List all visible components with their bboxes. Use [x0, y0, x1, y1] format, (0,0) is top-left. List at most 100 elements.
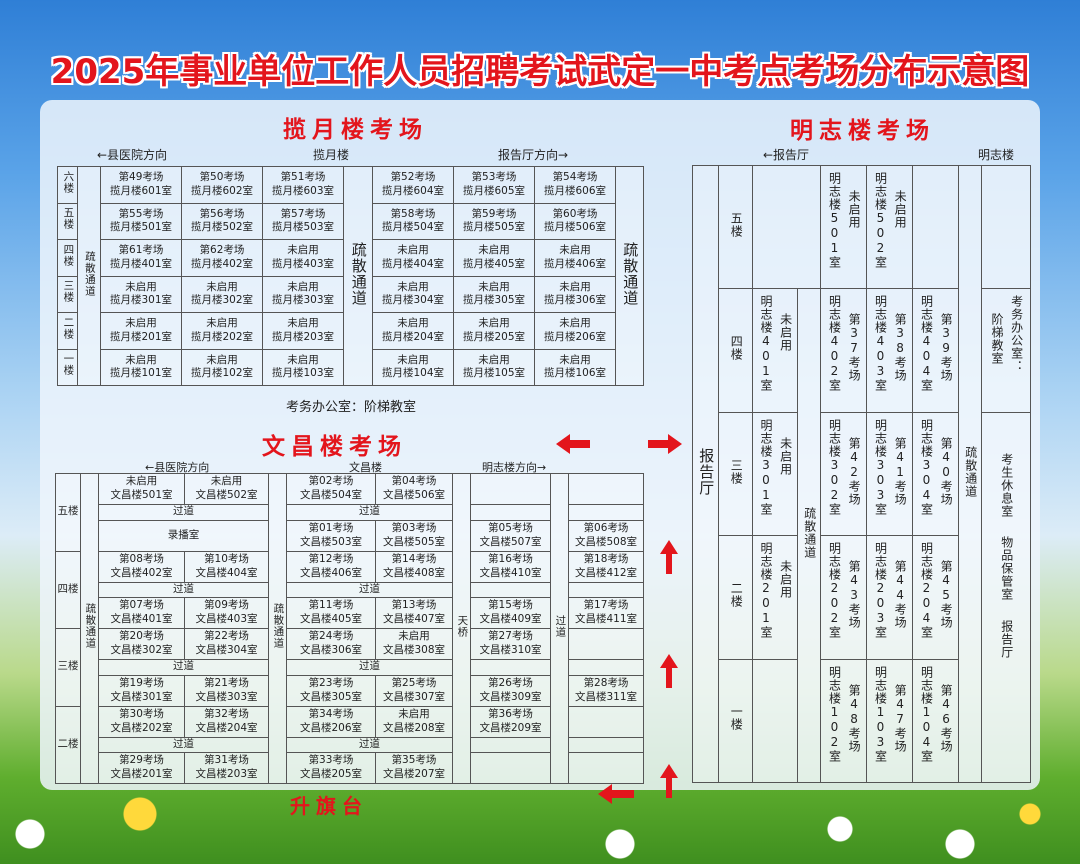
- room-number: 文昌楼411室: [574, 613, 638, 625]
- room-number: 揽月楼305室: [462, 294, 526, 307]
- room-title: 第09考场: [204, 599, 249, 612]
- room-number: 揽月楼406室: [543, 257, 607, 270]
- floor-label-text: 二楼: [62, 316, 75, 340]
- room-number: 文昌楼507室: [479, 535, 542, 548]
- room-number: 文昌楼406室: [299, 566, 363, 579]
- room-title: 第62考场: [199, 244, 245, 257]
- passage-text: 过道: [173, 737, 194, 750]
- room-row: 第29考场 文昌楼201室 第31考场 文昌楼203室 第33考场 文昌楼205室 第35考…: [56, 752, 644, 784]
- room-number: 揽月楼205室: [462, 330, 526, 343]
- exam-room-cell: [470, 752, 551, 784]
- exam-room-cell: 未启用 揽月楼204室: [372, 312, 454, 350]
- room-title: 第31考场: [204, 754, 249, 767]
- exam-room-cell: 未启用 文昌楼501室: [98, 473, 185, 505]
- room-number: 揽月楼303室: [271, 294, 335, 307]
- room-status: 第45考场: [939, 560, 954, 630]
- room-number: 揽月楼603室: [271, 184, 335, 197]
- floor-label: 六楼: [57, 166, 78, 204]
- room-vertical: 明志楼404室 第39考场: [914, 290, 958, 411]
- floor-label-text: 五楼: [57, 505, 79, 518]
- room-title: 第35考场: [391, 754, 437, 767]
- room-status: 第42考场: [847, 436, 862, 506]
- exam-room-cell: 第26考场 文昌楼309室: [470, 674, 551, 707]
- passage: 过道: [98, 736, 269, 753]
- room-title: 未启用: [287, 353, 319, 366]
- room-title: 第58考场: [390, 207, 436, 220]
- exam-room-cell: 第23考场 文昌楼305室: [286, 674, 376, 707]
- room-number: 明志楼502室: [873, 172, 888, 269]
- room-vertical: 明志楼104室 第46考场: [914, 660, 958, 781]
- floor-label: 五楼: [55, 473, 81, 552]
- recording-room-text: 录播室: [167, 528, 200, 541]
- room-number: 揽月楼304室: [381, 294, 445, 307]
- floor-row: 二楼 未启用 揽月楼201室 未启用 揽月楼202室 未启用 揽月楼203室 未启用 揽月楼20…: [57, 312, 644, 350]
- floor-label-text: 五楼: [729, 211, 744, 238]
- room-number: 文昌楼203室: [195, 768, 258, 780]
- room-title: 第05考场: [488, 521, 533, 534]
- floor-label-text: 一楼: [729, 705, 744, 732]
- room-number: 明志楼304室: [919, 418, 934, 516]
- floor-label-text: 三楼: [729, 458, 744, 485]
- lanyue-table: 六楼 疏散通道 第49考场 揽月楼601室 第50考场 揽月楼602室 第51考场 揽月楼60…: [57, 166, 644, 386]
- floor-label: 四楼: [57, 239, 78, 277]
- passage-vertical: 过道: [550, 473, 569, 784]
- exam-room-cell: 第20考场 文昌楼302室: [98, 628, 185, 660]
- room-row: 四楼 第08考场 文昌楼402室 第10考场 文昌楼404室 第12考场 文昌楼406室 第1…: [55, 550, 644, 629]
- room-title: 第27考场: [488, 630, 533, 643]
- passage-text: 过道: [359, 582, 380, 595]
- room-status: 未启用: [778, 313, 793, 353]
- room-row: 录播室 第01考场 文昌楼503室 第03考场 文昌楼505室 第05考场 文昌楼507室第…: [56, 519, 644, 552]
- exam-room-cell: [568, 504, 644, 521]
- room-title: 第33考场: [308, 754, 354, 767]
- exam-room-cell: 明志楼404室 第39考场: [912, 288, 959, 413]
- room-number: 明志楼102室: [827, 665, 842, 763]
- exam-room-cell: 第31考场 文昌楼203室: [184, 752, 269, 784]
- floor-label-text: 三楼: [62, 280, 75, 304]
- exam-room-cell: 第18考场 文昌楼412室: [568, 550, 644, 583]
- room-vertical: 明志楼201室 未启用: [754, 537, 797, 658]
- passage: 过道: [286, 659, 453, 676]
- floor-row: 二楼 明志楼201室 未启用 明志楼202室 第43考场 明志楼203室 第44考场 明志楼2…: [693, 535, 1031, 660]
- room-number: 揽月楼302室: [190, 294, 254, 307]
- office-location: 阶梯教室: [990, 313, 1004, 366]
- room-number: 揽月楼606室: [543, 184, 607, 197]
- room-title: 未启用: [210, 475, 243, 488]
- lounge-item: 考生休息室: [983, 453, 1030, 523]
- passage: 过道: [98, 504, 269, 521]
- room-number: 揽月楼401室: [109, 257, 173, 270]
- room-number: 文昌楼208室: [382, 721, 446, 734]
- evacuation-aisle-text: 疏散通道: [621, 241, 640, 306]
- lounge-item-text: 物品保管室: [999, 536, 1014, 602]
- wenchang-section-title: 文昌楼考场: [262, 434, 407, 460]
- evacuation-aisle-text: 疏散通道: [349, 241, 368, 306]
- passage-row: 过道 过道: [56, 659, 644, 676]
- evacuation-aisle: 疏散通道: [615, 166, 644, 386]
- room-number: 揽月楼504室: [381, 221, 445, 234]
- exam-room-cell: 未启用 揽月楼404室: [372, 239, 454, 277]
- room-title: 第28考场: [583, 676, 629, 689]
- room-number: 文昌楼304室: [195, 644, 258, 656]
- floor-label-text: 二楼: [729, 582, 744, 609]
- evacuation-aisle: 疏散通道: [80, 473, 99, 784]
- room-title: 第20考场: [119, 630, 164, 643]
- exam-room-cell: [752, 658, 798, 784]
- exam-room-cell: 第15考场 文昌楼409室: [470, 597, 551, 629]
- room-row: 三楼 第20考场 文昌楼302室 第22考场 文昌楼304室 第24考场 文昌楼306室 未启…: [55, 628, 644, 707]
- room-number: 文昌楼402室: [110, 566, 173, 579]
- room-title: 第01考场: [308, 521, 354, 534]
- arrow-left-icon: [556, 434, 590, 454]
- passage-text: 过道: [359, 737, 380, 750]
- room-number: 明志楼403室: [873, 295, 888, 393]
- room-number: 文昌楼206室: [299, 721, 363, 734]
- floor-row: 三楼 未启用 揽月楼301室 未启用 揽月楼302室 未启用 揽月楼303室 未启用 揽月楼30…: [57, 275, 644, 313]
- evacuation-aisle: 疏散通道: [343, 166, 373, 386]
- room-title: 未启用: [559, 244, 591, 257]
- room-number: 文昌楼209室: [479, 721, 542, 734]
- room-number: 文昌楼403室: [195, 613, 258, 625]
- room-number: 揽月楼403室: [271, 257, 335, 270]
- room-title: 第55考场: [118, 207, 164, 220]
- exam-room-cell: 明志楼302室 第42考场: [820, 411, 867, 537]
- room-vertical: 明志楼204室 第45考场: [914, 537, 958, 658]
- floor-label-text: 四楼: [62, 243, 75, 267]
- room-title: 未启用: [287, 280, 319, 293]
